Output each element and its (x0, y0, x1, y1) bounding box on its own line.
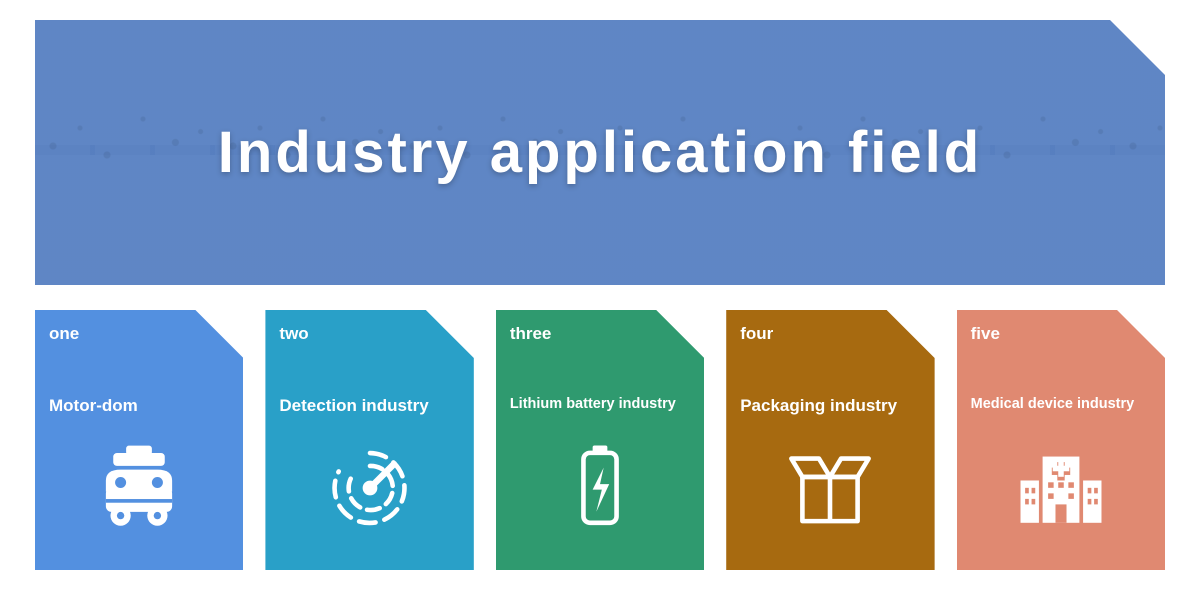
industry-cards-row: one Motor-dom two Detection industry (35, 310, 1165, 570)
card-title: Lithium battery industry (510, 396, 690, 412)
card-motor-dom: one Motor-dom (35, 310, 243, 570)
card-medical: five Medical device industry (957, 310, 1165, 570)
car-icon (49, 416, 229, 560)
card-number: two (279, 324, 459, 344)
card-number: one (49, 324, 229, 344)
hero-banner: Industry application field (35, 20, 1165, 285)
card-number: five (971, 324, 1151, 344)
card-title: Motor-dom (49, 396, 229, 416)
card-lithium-battery: three Lithium battery industry (496, 310, 704, 570)
card-title: Packaging industry (740, 396, 920, 416)
card-number: four (740, 324, 920, 344)
box-icon (740, 416, 920, 560)
card-number: three (510, 324, 690, 344)
radar-icon (279, 416, 459, 560)
card-title: Detection industry (279, 396, 459, 416)
battery-icon (510, 412, 690, 560)
card-packaging: four Packaging industry (726, 310, 934, 570)
hero-title: Industry application field (218, 119, 982, 186)
hospital-icon (971, 412, 1151, 560)
card-title: Medical device industry (971, 396, 1151, 412)
card-detection: two Detection industry (265, 310, 473, 570)
